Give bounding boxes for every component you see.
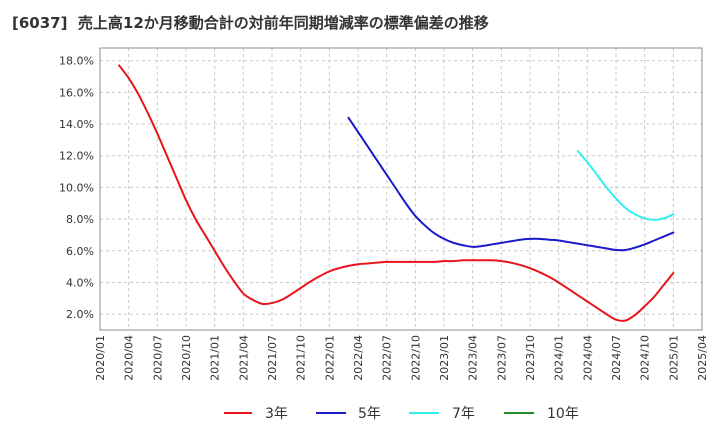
y-axis: 2.0% 4.0% 6.0% 8.0% 10.0% 12.0% 14.0% 16.0% 18.0… xyxy=(59,55,94,321)
y-tick-label: 8.0% xyxy=(66,213,94,226)
x-tick-label: 2024/01 xyxy=(553,335,566,381)
series-lines xyxy=(118,64,675,322)
x-tick-label: 2025/04 xyxy=(696,335,709,381)
x-tick-label: 2021/07 xyxy=(266,335,279,381)
x-tick-label: 2023/04 xyxy=(467,335,480,381)
legend-item-5-year: 5年 xyxy=(316,406,381,422)
x-tick-label: 2023/10 xyxy=(524,335,537,381)
y-tick-label: 6.0% xyxy=(66,245,94,258)
x-tick-label: 2022/01 xyxy=(323,335,336,381)
y-tick-label: 14.0% xyxy=(59,118,94,131)
y-tick-label: 2.0% xyxy=(66,308,94,321)
x-tick-label: 2021/10 xyxy=(295,335,308,381)
legend-item-3-year: 3年 xyxy=(224,406,288,422)
gridlines xyxy=(99,48,703,330)
y-tick-label: 16.0% xyxy=(59,86,94,99)
series-line-7-year xyxy=(576,149,675,221)
x-tick-label: 2022/04 xyxy=(352,335,365,381)
legend-label-5-year: 5年 xyxy=(358,406,381,422)
x-tick-label: 2025/01 xyxy=(667,335,680,381)
y-tick-label: 4.0% xyxy=(66,276,94,289)
legend-label-7-year: 7年 xyxy=(452,406,475,422)
x-tick-label: 2021/01 xyxy=(209,335,222,381)
x-tick-label: 2023/01 xyxy=(438,335,451,381)
series-line-3-year xyxy=(118,64,675,322)
legend-label-10-year: 10年 xyxy=(547,406,579,422)
x-axis: 2020/01 2020/04 2020/07 2020/10 2021/01 2021/… xyxy=(94,335,709,381)
x-tick-label: 2020/01 xyxy=(94,335,107,381)
x-tick-label: 2024/07 xyxy=(610,335,623,381)
plot-frame xyxy=(99,47,703,331)
y-tick-label: 18.0% xyxy=(59,55,94,68)
y-tick-label: 12.0% xyxy=(59,150,94,163)
x-tick-label: 2021/04 xyxy=(237,335,250,381)
legend: 3年 5年 7年 10年 xyxy=(224,406,579,422)
x-tick-label: 2020/10 xyxy=(180,335,193,381)
legend-item-7-year: 7年 xyxy=(409,406,475,422)
x-tick-label: 2020/04 xyxy=(123,335,136,381)
y-tick-label: 10.0% xyxy=(59,181,94,194)
x-tick-label: 2020/07 xyxy=(151,335,164,381)
x-tick-label: 2022/10 xyxy=(409,335,422,381)
x-tick-label: 2024/04 xyxy=(581,335,594,381)
x-tick-label: 2023/07 xyxy=(495,335,508,381)
legend-label-3-year: 3年 xyxy=(265,406,288,422)
series-line-5-year xyxy=(347,116,675,252)
legend-item-10-year: 10年 xyxy=(504,406,579,422)
chart-title: [6037] 売上高12か月移動合計の対前年同期増減率の標準偏差の推移 xyxy=(12,14,489,32)
x-tick-label: 2022/07 xyxy=(381,335,394,381)
x-tick-label: 2024/10 xyxy=(639,335,652,381)
